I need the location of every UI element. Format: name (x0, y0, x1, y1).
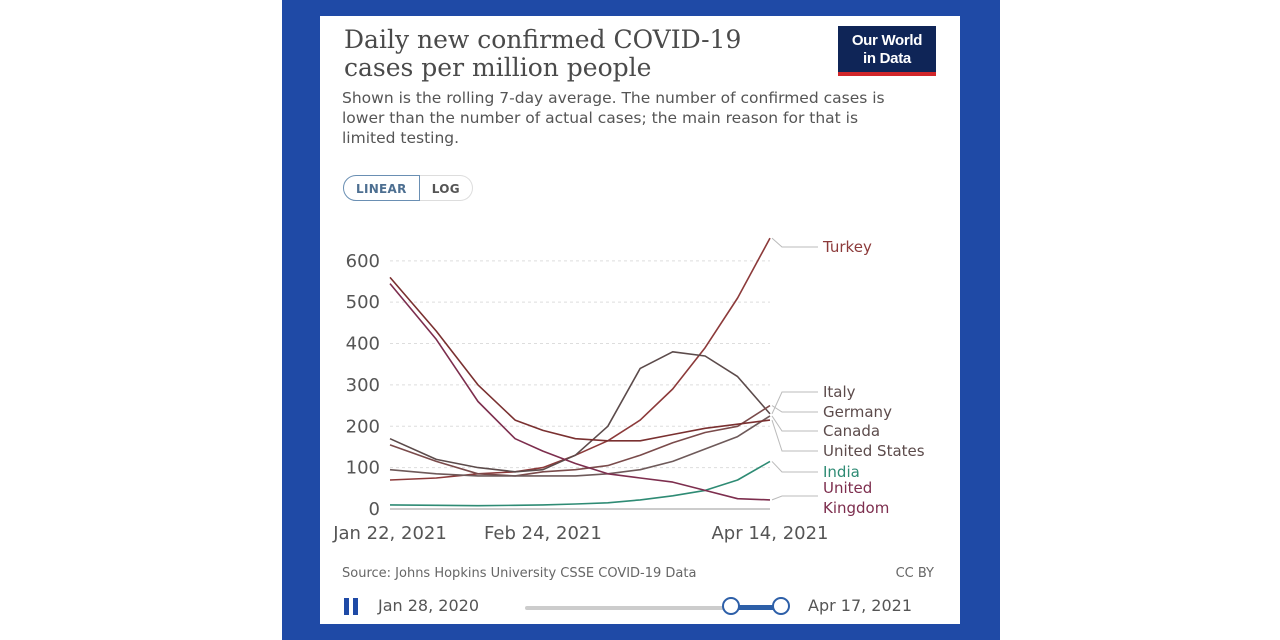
series-end-label: Turkey (822, 238, 872, 256)
timeline-start-date: Jan 28, 2020 (378, 596, 479, 615)
series-end-label: United States (823, 442, 925, 460)
series-line-germany (389, 404, 771, 477)
scale-toggle: LINEAR LOG (343, 174, 473, 202)
timeline: Jan 28, 2020 Apr 17, 2021 (320, 594, 960, 620)
license-link[interactable]: CC BY (895, 566, 934, 581)
label-connector (771, 391, 818, 415)
timeline-slider-track[interactable] (525, 606, 780, 610)
chart-subtitle: Shown is the rolling 7-day average. The … (342, 89, 885, 147)
logo-line-1: Our World (851, 32, 923, 49)
owid-logo[interactable]: Our World in Data (838, 26, 936, 76)
timeline-end-handle[interactable] (772, 597, 790, 615)
y-tick-label: 0 (369, 499, 380, 520)
y-tick-label: 600 (346, 251, 380, 272)
x-tick-label: Jan 22, 2021 (332, 523, 447, 544)
label-connector (771, 415, 818, 432)
series-end-label: India (823, 463, 860, 481)
pause-bar-left (344, 598, 349, 615)
y-tick-label: 300 (346, 375, 380, 396)
logo-line-2: in Data (863, 50, 911, 67)
y-tick-label: 400 (346, 334, 380, 355)
chart-card: Daily new confirmed COVID-19 cases per m… (320, 16, 960, 624)
timeline-selected-range (730, 605, 782, 610)
x-tick-label: Feb 24, 2021 (484, 523, 602, 544)
chart-title: Daily new confirmed COVID-19 cases per m… (344, 25, 742, 82)
y-tick-label: 200 (346, 416, 380, 437)
pause-bar-right (353, 598, 358, 615)
y-tick-label: 500 (346, 292, 380, 313)
series-end-label: United (823, 479, 872, 497)
line-chart: 0 100 200 300 400 500 600 Jan 22, 2021 Feb 24, 2… (332, 237, 925, 544)
label-connector (771, 419, 818, 452)
label-connector (771, 237, 818, 248)
play-pause-button[interactable] (344, 598, 358, 615)
series-end-label: Italy (823, 383, 856, 401)
linear-scale-button[interactable]: LINEAR (343, 175, 420, 201)
series-line-italy (389, 351, 771, 473)
series-line-canada (389, 415, 771, 477)
label-connector (771, 461, 818, 473)
timeline-start-handle[interactable] (722, 597, 740, 615)
y-tick-label: 100 (346, 458, 380, 479)
series-end-label: Canada (823, 422, 880, 440)
series-line-united-states (389, 276, 771, 442)
series-line-turkey (389, 237, 771, 481)
source-note: Source: Johns Hopkins University CSSE CO… (342, 566, 697, 581)
timeline-end-date: Apr 17, 2021 (808, 596, 913, 615)
series-line-united-kingdom (389, 283, 771, 501)
series-line-india (389, 460, 771, 507)
log-scale-button[interactable]: LOG (419, 175, 473, 201)
series-end-label: Germany (823, 403, 892, 421)
label-connector (771, 405, 818, 413)
label-connector (771, 495, 818, 501)
x-tick-label: Apr 14, 2021 (711, 523, 828, 544)
series-end-label-cont: Kingdom (823, 499, 889, 517)
